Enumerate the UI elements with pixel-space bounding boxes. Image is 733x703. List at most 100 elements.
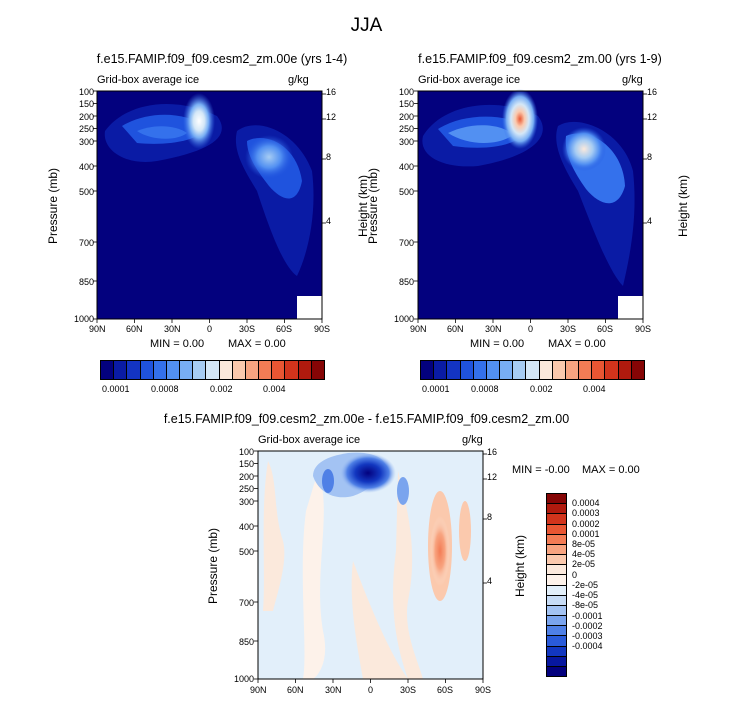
panel3-colorbar-labels: 0.0004 0.0003 0.0002 0.0001 8e-05 4e-05 … <box>572 493 632 677</box>
panel3-ylabel: Pressure (mb) <box>206 528 220 605</box>
panel3-pos-sh-high <box>459 501 471 561</box>
panel2-colorbar-labels: 0.0001 0.0008 0.002 0.004 <box>420 384 645 396</box>
xtick: 60N <box>287 685 304 695</box>
panel3-neg-max <box>340 453 396 493</box>
xtick: 30S <box>239 324 256 334</box>
ytick-right: 8 <box>487 512 493 522</box>
colorbar-label: 0 <box>572 570 578 580</box>
colorbar-swatch <box>166 361 181 379</box>
colorbar-label: -4e-05 <box>572 590 599 600</box>
xtick: 30S <box>560 324 577 334</box>
colorbar-swatch <box>547 565 566 576</box>
ytick-right: 4 <box>326 216 332 226</box>
colorbar-swatch <box>421 361 435 379</box>
ytick: 1000 <box>73 314 94 324</box>
panel3-pos-max <box>430 516 450 586</box>
ytick: 300 <box>238 497 254 507</box>
ytick-right: 4 <box>487 576 493 586</box>
panel1-units: g/kg <box>288 74 309 86</box>
colorbar-swatch <box>311 361 324 379</box>
panel1-ylabel: Pressure (mb) <box>46 168 60 245</box>
xtick: 90S <box>635 324 652 334</box>
ytick-right: 16 <box>647 87 658 97</box>
xtick: 0 <box>368 685 374 695</box>
ytick: 250 <box>398 124 414 134</box>
panel2-units: g/kg <box>622 74 643 86</box>
colorbar-swatch <box>447 361 461 379</box>
xtick: 60N <box>126 324 143 334</box>
panel3-colorbar <box>546 493 567 677</box>
colorbar-label: 0.0004 <box>572 498 600 508</box>
ytick: 200 <box>398 112 414 122</box>
colorbar-label: 0.002 <box>210 384 233 394</box>
colorbar-label: 0.0003 <box>572 508 600 518</box>
colorbar-label: 0.0008 <box>151 384 179 394</box>
ytick: 250 <box>78 124 94 134</box>
colorbar-label: 0.002 <box>530 384 553 394</box>
colorbar-swatch <box>434 361 448 379</box>
colorbar-swatch <box>127 361 141 379</box>
colorbar-swatch <box>245 361 260 379</box>
colorbar-label: -0.0002 <box>572 621 603 631</box>
colorbar-swatch <box>565 361 580 379</box>
xtick: 60S <box>276 324 293 334</box>
xtick: 60N <box>447 324 464 334</box>
panel3-neg-tertiary <box>397 477 409 505</box>
panel3-pos-band-1 <box>263 461 285 611</box>
colorbar-swatch <box>547 494 566 505</box>
panel2-max: MAX = 0.00 <box>548 338 606 350</box>
colorbar-swatch <box>605 361 619 379</box>
colorbar-label: -2e-05 <box>572 580 599 590</box>
colorbar-swatch <box>219 361 233 379</box>
xtick: 0 <box>528 324 534 334</box>
ytick: 700 <box>398 238 414 248</box>
figure-title: JJA <box>350 15 383 36</box>
colorbar-label: 0.0008 <box>471 384 499 394</box>
panel2-min: MIN = 0.00 <box>470 338 525 350</box>
colorbar-swatch <box>272 361 286 379</box>
panel1-colorbar <box>100 360 325 380</box>
ytick: 100 <box>78 87 94 97</box>
panel3-ylabel-right: Height (km) <box>513 535 527 598</box>
ytick-right: 12 <box>647 112 658 122</box>
colorbar-label: 0.0001 <box>102 384 130 394</box>
colorbar-swatch <box>486 361 501 379</box>
colorbar-swatch <box>579 361 593 379</box>
panel2-colorbar <box>420 360 645 380</box>
ytick-right: 4 <box>647 216 653 226</box>
ytick: 1000 <box>393 314 414 324</box>
ytick: 200 <box>238 472 254 482</box>
ytick: 500 <box>238 547 254 557</box>
ytick-right: 8 <box>647 152 653 162</box>
colorbar-swatch <box>547 636 566 647</box>
colorbar-swatch <box>592 361 606 379</box>
xtick: 30N <box>164 324 181 334</box>
colorbar-label: 0.004 <box>263 384 286 394</box>
colorbar-swatch <box>101 361 115 379</box>
ytick: 150 <box>238 459 254 469</box>
colorbar-label: 0.0001 <box>422 384 450 394</box>
colorbar-swatch <box>547 524 566 535</box>
colorbar-swatch <box>547 666 566 677</box>
panel2-missing-region <box>618 296 643 319</box>
colorbar-swatch <box>547 575 566 586</box>
colorbar-label: 4e-05 <box>572 549 596 559</box>
ytick: 150 <box>398 99 414 109</box>
panel3-pos-band-2 <box>302 471 326 679</box>
panel3-xticks: 90N 60N 30N 0 30S 60S 90S <box>250 685 491 697</box>
colorbar-swatch <box>547 646 566 657</box>
colorbar-swatch <box>547 555 566 566</box>
panel3-units: g/kg <box>462 434 483 446</box>
ytick: 400 <box>238 522 254 532</box>
panel3-pos-band-3 <box>351 561 408 679</box>
ytick: 300 <box>78 137 94 147</box>
colorbar-label: 2e-05 <box>572 559 596 569</box>
colorbar-swatch <box>631 361 644 379</box>
xtick: 60S <box>597 324 614 334</box>
colorbar-swatch <box>259 361 273 379</box>
ytick: 200 <box>78 112 94 122</box>
colorbar-label: -0.0003 <box>572 631 603 641</box>
panel2-title: f.e15.FAMIP.f09_f09.cesm2_zm.00 (yrs 1-9… <box>418 52 662 66</box>
colorbar-swatch <box>513 361 527 379</box>
colorbar-swatch <box>526 361 540 379</box>
